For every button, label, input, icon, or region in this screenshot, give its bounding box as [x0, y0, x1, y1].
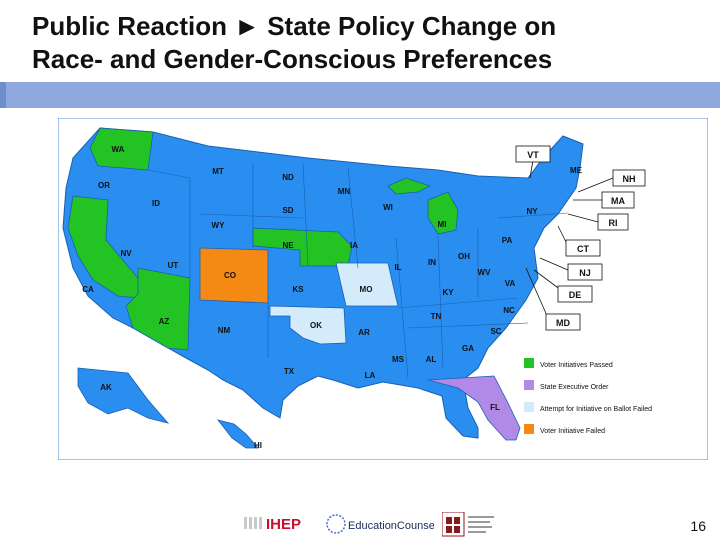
education-counsel-logo-text: EducationCounsel	[348, 520, 434, 532]
label-nc: NC	[503, 306, 515, 315]
callout-box-nj	[567, 263, 603, 281]
label-in: IN	[428, 258, 436, 267]
label-az: AZ	[159, 317, 170, 326]
callout-ri: RI	[609, 218, 618, 228]
label-al: AL	[426, 355, 437, 364]
legend-swatch-executive-order	[524, 380, 534, 390]
callout-nh: NH	[623, 174, 636, 184]
title-line-2: Race- and Gender-Conscious Preferences	[32, 44, 553, 74]
label-va: VA	[505, 279, 516, 288]
label-ms: MS	[392, 355, 405, 364]
label-me: ME	[570, 166, 583, 175]
state-AK-shape	[77, 367, 170, 424]
state-FL	[427, 375, 521, 441]
label-mn: MN	[338, 187, 351, 196]
callout-ma: MA	[611, 196, 625, 206]
state-MO	[335, 262, 399, 307]
label-pa: PA	[502, 236, 513, 245]
state-MI	[427, 191, 459, 235]
state-WA	[89, 127, 154, 171]
callout-box-md	[545, 313, 581, 331]
label-tn: TN	[431, 312, 442, 321]
label-fl: FL	[490, 403, 500, 412]
legend-label-voter-failed: Voter Initiative Failed	[540, 428, 605, 435]
callout-box-ct	[565, 239, 601, 257]
legend-swatch-attempt-failed	[524, 402, 534, 412]
label-ky: KY	[442, 288, 454, 297]
label-ks: KS	[292, 285, 304, 294]
label-mo: MO	[360, 285, 373, 294]
aacu-logo	[441, 511, 502, 538]
label-wi: WI	[383, 203, 393, 212]
callout-box-ma	[601, 191, 635, 209]
label-ia: IA	[350, 241, 358, 250]
callout-md: MD	[556, 318, 570, 328]
label-mi: MI	[438, 220, 447, 229]
callout-nj: NJ	[579, 268, 591, 278]
callout-box-ri	[597, 213, 629, 231]
label-ny: NY	[526, 207, 538, 216]
callout-box-de	[557, 285, 593, 303]
legend-swatch-voter-passed	[524, 358, 534, 368]
legend-label-voter-passed: Voter Initiatives Passed	[540, 362, 613, 369]
label-oh: OH	[458, 252, 470, 261]
label-la: LA	[365, 371, 376, 380]
state-HI-shape	[216, 419, 259, 449]
education-counsel-logo: EducationCounsel	[326, 512, 437, 538]
label-nv: NV	[120, 249, 132, 258]
label-hi: HI	[254, 441, 262, 450]
legend-swatch-voter-failed	[524, 424, 534, 434]
ihep-logo: IHEP	[244, 512, 324, 538]
label-wy: WY	[212, 221, 226, 230]
label-nm: NM	[218, 326, 231, 335]
state-MI-upper	[387, 177, 432, 195]
callout-boxes	[515, 145, 646, 331]
callout-box-nh	[612, 169, 646, 187]
page-number: 16	[690, 518, 706, 534]
label-or: OR	[98, 181, 110, 190]
education-counsel-logo-svg: EducationCounsel	[326, 514, 437, 534]
state-borders	[147, 163, 569, 379]
label-wv: WV	[478, 268, 492, 277]
label-co: CO	[224, 271, 236, 280]
label-wa: WA	[112, 145, 125, 154]
ihep-logo-text: IHEP	[266, 516, 301, 533]
map-legend: Voter Initiatives Passed State Executive…	[524, 358, 652, 435]
label-ca: CA	[82, 285, 94, 294]
label-sd: SD	[282, 206, 293, 215]
state-NE	[252, 227, 353, 267]
state-OK	[269, 305, 347, 345]
us-map-svg: VT NH MA RI CT NJ DE MD WA OR CA NV ID M…	[58, 118, 708, 460]
label-ga: GA	[462, 344, 474, 353]
label-il: IL	[394, 263, 401, 272]
label-ne: NE	[282, 241, 294, 250]
ihep-logo-svg: IHEP	[244, 516, 301, 533]
label-tx: TX	[284, 367, 295, 376]
title-line-1: Public Reaction ► State Policy Change on	[32, 11, 557, 41]
label-id: ID	[152, 199, 160, 208]
label-ut: UT	[168, 261, 179, 270]
label-nd: ND	[282, 173, 294, 182]
header-band	[0, 82, 720, 108]
state-AZ	[125, 267, 191, 351]
legend-label-attempt-failed: Attempt for Initiative on Ballot Failed	[540, 406, 652, 413]
header-band-accent	[0, 82, 6, 108]
label-ok: OK	[310, 321, 322, 330]
label-mt: MT	[212, 167, 224, 176]
label-sc: SC	[490, 327, 501, 336]
callout-ct: CT	[577, 244, 589, 254]
label-ar: AR	[358, 328, 370, 337]
callout-box-vt	[515, 145, 551, 163]
us-map: VT NH MA RI CT NJ DE MD WA OR CA NV ID M…	[58, 118, 708, 460]
callout-de: DE	[569, 290, 582, 300]
slide-title: Public Reaction ► State Policy Change on…	[32, 10, 712, 76]
aacu-logo-svg	[441, 511, 494, 537]
callout-lines	[525, 159, 614, 319]
legend-label-executive-order: State Executive Order	[540, 384, 609, 391]
callout-vt: VT	[527, 150, 539, 160]
label-ak: AK	[100, 383, 112, 392]
